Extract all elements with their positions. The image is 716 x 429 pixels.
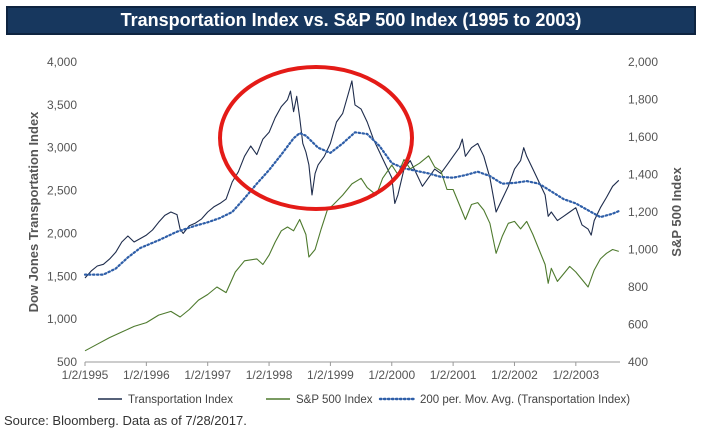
series-line-moving-average [83, 131, 620, 276]
y-left-axis-title: Dow Jones Transportation Index [26, 111, 41, 313]
x-tick-label: 1/2/2002 [491, 368, 538, 382]
legend-label: Transportation Index [128, 394, 233, 406]
chart-title-bar: Transportation Index vs. S&P 500 Index (… [6, 6, 696, 35]
y-left-tick-label: 3,000 [47, 141, 77, 155]
x-tick-label: 1/2/2003 [552, 368, 599, 382]
x-tick-label: 1/2/2000 [368, 368, 415, 382]
chart-title: Transportation Index vs. S&P 500 Index (… [120, 10, 582, 30]
y-right-tick-label: 1,400 [628, 168, 658, 182]
y-right-tick-label: 600 [628, 318, 648, 332]
y-left-tick-label: 500 [57, 355, 77, 369]
series-line-sp500 [84, 155, 619, 352]
y-right-tick-label: 1,000 [628, 243, 658, 257]
source-note: Source: Bloomberg. Data as of 7/28/2017. [4, 413, 247, 428]
y-right-tick-label: 1,200 [628, 205, 658, 219]
x-tick-label: 1/2/1999 [307, 368, 354, 382]
x-tick-label: 1/2/2001 [430, 368, 477, 382]
x-tick-label: 1/2/1998 [246, 368, 293, 382]
y-right-tick-label: 400 [628, 355, 648, 369]
x-tick-label: 1/2/1996 [123, 368, 170, 382]
y-right-axis-title: S&P 500 Index [669, 167, 684, 257]
y-left-tick-label: 4,000 [47, 55, 77, 69]
y-left-tick-label: 1,000 [47, 312, 77, 326]
y-left-tick-label: 2,500 [47, 184, 77, 198]
x-tick-label: 1/2/1995 [62, 368, 109, 382]
legend-label: S&P 500 Index [296, 394, 373, 406]
highlight-ellipse [218, 65, 414, 211]
x-tick-label: 1/2/1997 [184, 368, 231, 382]
y-left-tick-label: 3,500 [47, 98, 77, 112]
y-left-tick-label: 1,500 [47, 269, 77, 283]
y-right-tick-label: 2,000 [628, 55, 658, 69]
y-right-tick-label: 800 [628, 280, 648, 294]
y-right-tick-label: 1,600 [628, 130, 658, 144]
legend-label: 200 per. Mov. Avg. (Transportation Index… [420, 394, 630, 406]
y-left-tick-label: 2,000 [47, 226, 77, 240]
y-right-tick-label: 1,800 [628, 93, 658, 107]
